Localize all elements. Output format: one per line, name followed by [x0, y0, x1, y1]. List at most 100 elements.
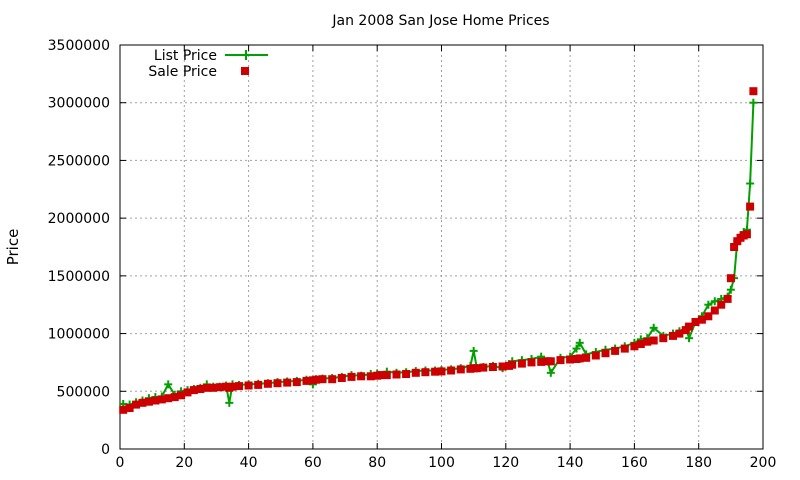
- sale-price-point: [498, 362, 507, 371]
- legend-label-list-price: List Price: [154, 48, 217, 64]
- sale-price-point: [630, 342, 639, 351]
- sale-price-point: [746, 202, 755, 211]
- x-tick-label: 180: [685, 455, 712, 471]
- sale-price-point: [611, 346, 620, 355]
- y-tick-label: 0: [101, 442, 110, 458]
- sale-price-point: [170, 393, 179, 402]
- sale-price-point: [685, 322, 694, 331]
- list-price-point: [685, 334, 694, 343]
- sale-price-point: [437, 367, 446, 376]
- sale-price-point: [447, 366, 456, 375]
- sale-price-point: [382, 371, 391, 380]
- list-price-point: [546, 368, 555, 377]
- sale-price-point: [537, 357, 546, 366]
- sale-price-point: [649, 336, 658, 345]
- sale-price-point: [164, 394, 173, 403]
- sale-price-point: [202, 383, 211, 392]
- sale-price-point: [235, 382, 243, 391]
- sale-price-point: [456, 365, 465, 374]
- sale-price-point: [620, 344, 629, 353]
- sale-price-point: [263, 379, 272, 388]
- sale-price-point: [302, 376, 311, 385]
- list-price-point: [704, 300, 713, 309]
- sale-price-point: [488, 363, 497, 371]
- sale-price-point: [636, 340, 645, 348]
- sale-price-point: [273, 379, 282, 388]
- sale-price-point: [730, 243, 739, 251]
- sale-price-point: [546, 357, 555, 366]
- x-tick-label: 200: [750, 455, 777, 471]
- chart-title: Jan 2008 San Jose Home Prices: [331, 13, 549, 29]
- sale-price-point: [318, 375, 327, 384]
- sale-price-point: [527, 358, 536, 367]
- sale-price-point: [659, 334, 668, 343]
- list-price-point: [649, 323, 658, 332]
- sale-price-point: [244, 381, 253, 390]
- sale-price-point: [742, 230, 751, 239]
- sale-price-point: [215, 383, 224, 392]
- list-price-point: [225, 398, 234, 407]
- list-price-point: [749, 98, 758, 107]
- sale-price-point: [717, 300, 726, 309]
- sale-price-point: [675, 329, 684, 338]
- sale-price-point: [591, 351, 600, 360]
- sale-price-point: [177, 391, 186, 400]
- x-tick-label: 40: [240, 455, 258, 471]
- sale-price-point: [749, 87, 758, 96]
- list-price-point: [164, 380, 173, 389]
- legend-marker-sale-price: [241, 67, 249, 75]
- sale-price-point: [392, 370, 401, 379]
- sale-price-point: [151, 396, 160, 405]
- sale-price-point: [157, 395, 166, 404]
- sale-price-point: [228, 382, 237, 391]
- sale-price-point: [575, 354, 584, 363]
- sale-price-point: [357, 372, 366, 381]
- sale-price-point: [669, 331, 677, 340]
- list-price-point: [746, 179, 755, 188]
- list-price-point: [726, 285, 735, 294]
- sale-price-point: [196, 385, 205, 393]
- sale-price-point: [119, 405, 128, 414]
- x-tick-label: 60: [304, 455, 322, 471]
- x-tick-label: 140: [557, 455, 584, 471]
- sale-price-point: [556, 356, 565, 365]
- sale-price-point: [347, 372, 356, 381]
- list-price-point: [469, 346, 478, 355]
- x-tick-label: 160: [621, 455, 648, 471]
- legend-marker-list-price: [241, 50, 251, 60]
- sale-price-point: [183, 388, 192, 397]
- y-tick-label: 500000: [57, 384, 110, 400]
- sale-price-point: [138, 398, 147, 407]
- sale-price-point: [479, 363, 488, 372]
- sale-price-point: [328, 375, 337, 384]
- sale-price-point: [411, 368, 420, 377]
- list-price-point: [572, 344, 581, 353]
- y-tick-label: 2500000: [48, 153, 110, 169]
- y-tick-label: 1000000: [48, 327, 110, 343]
- list-price-line: [123, 102, 755, 406]
- sale-price-point: [312, 375, 321, 384]
- sale-price-point: [704, 312, 713, 321]
- sale-price-point: [366, 372, 375, 381]
- sale-price-point: [508, 360, 517, 369]
- sale-price-point: [402, 370, 411, 378]
- legend-label-sale-price: Sale Price: [148, 64, 217, 80]
- y-axis-label: Price: [4, 229, 22, 266]
- sale-price-point: [726, 274, 735, 283]
- y-tick-label: 1500000: [48, 269, 110, 285]
- sale-price-point: [125, 404, 134, 412]
- sale-price-point: [283, 378, 292, 387]
- series-layer: [119, 87, 758, 414]
- sale-price-point: [431, 367, 440, 376]
- sale-price-point: [254, 380, 263, 389]
- sale-price-point: [517, 359, 526, 368]
- sale-price-point: [132, 400, 141, 409]
- sale-price-point: [292, 378, 301, 387]
- sale-price-point: [376, 371, 385, 380]
- x-tick-label: 0: [116, 455, 125, 471]
- legend: List Price Sale Price: [148, 48, 268, 80]
- sale-price-point: [144, 397, 153, 406]
- x-tick-label: 80: [368, 455, 386, 471]
- sale-price-point: [337, 374, 346, 382]
- sale-price-point: [566, 355, 575, 364]
